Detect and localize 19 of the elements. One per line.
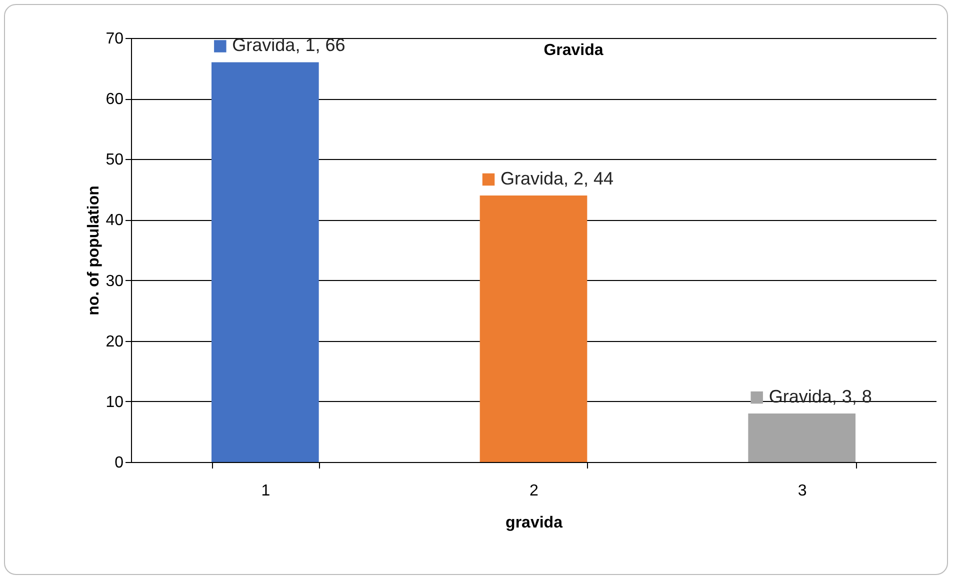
y-tick-label: 50 xyxy=(106,152,124,169)
data-label: Gravida, 2, 44 xyxy=(500,168,614,188)
x-tick-label: 2 xyxy=(530,482,539,500)
chart-title: Gravida xyxy=(544,42,604,59)
y-tick-label: 10 xyxy=(106,394,124,411)
y-tick-label: 0 xyxy=(114,454,124,472)
bar xyxy=(748,414,856,462)
x-tick-label: 3 xyxy=(798,482,807,500)
y-tick-label: 20 xyxy=(106,333,124,350)
y-tick-label: 60 xyxy=(106,91,124,108)
y-axis-title: no. of population xyxy=(86,186,103,316)
y-tick-label: 30 xyxy=(106,272,124,290)
y-tick-label: 70 xyxy=(106,30,124,48)
x-tick-label: 1 xyxy=(261,482,270,500)
bar xyxy=(212,62,319,462)
y-tick-label: 40 xyxy=(106,212,124,230)
data-label: Gravida, 1, 66 xyxy=(232,35,346,56)
x-axis-title: gravida xyxy=(506,514,563,532)
bar xyxy=(480,195,588,462)
